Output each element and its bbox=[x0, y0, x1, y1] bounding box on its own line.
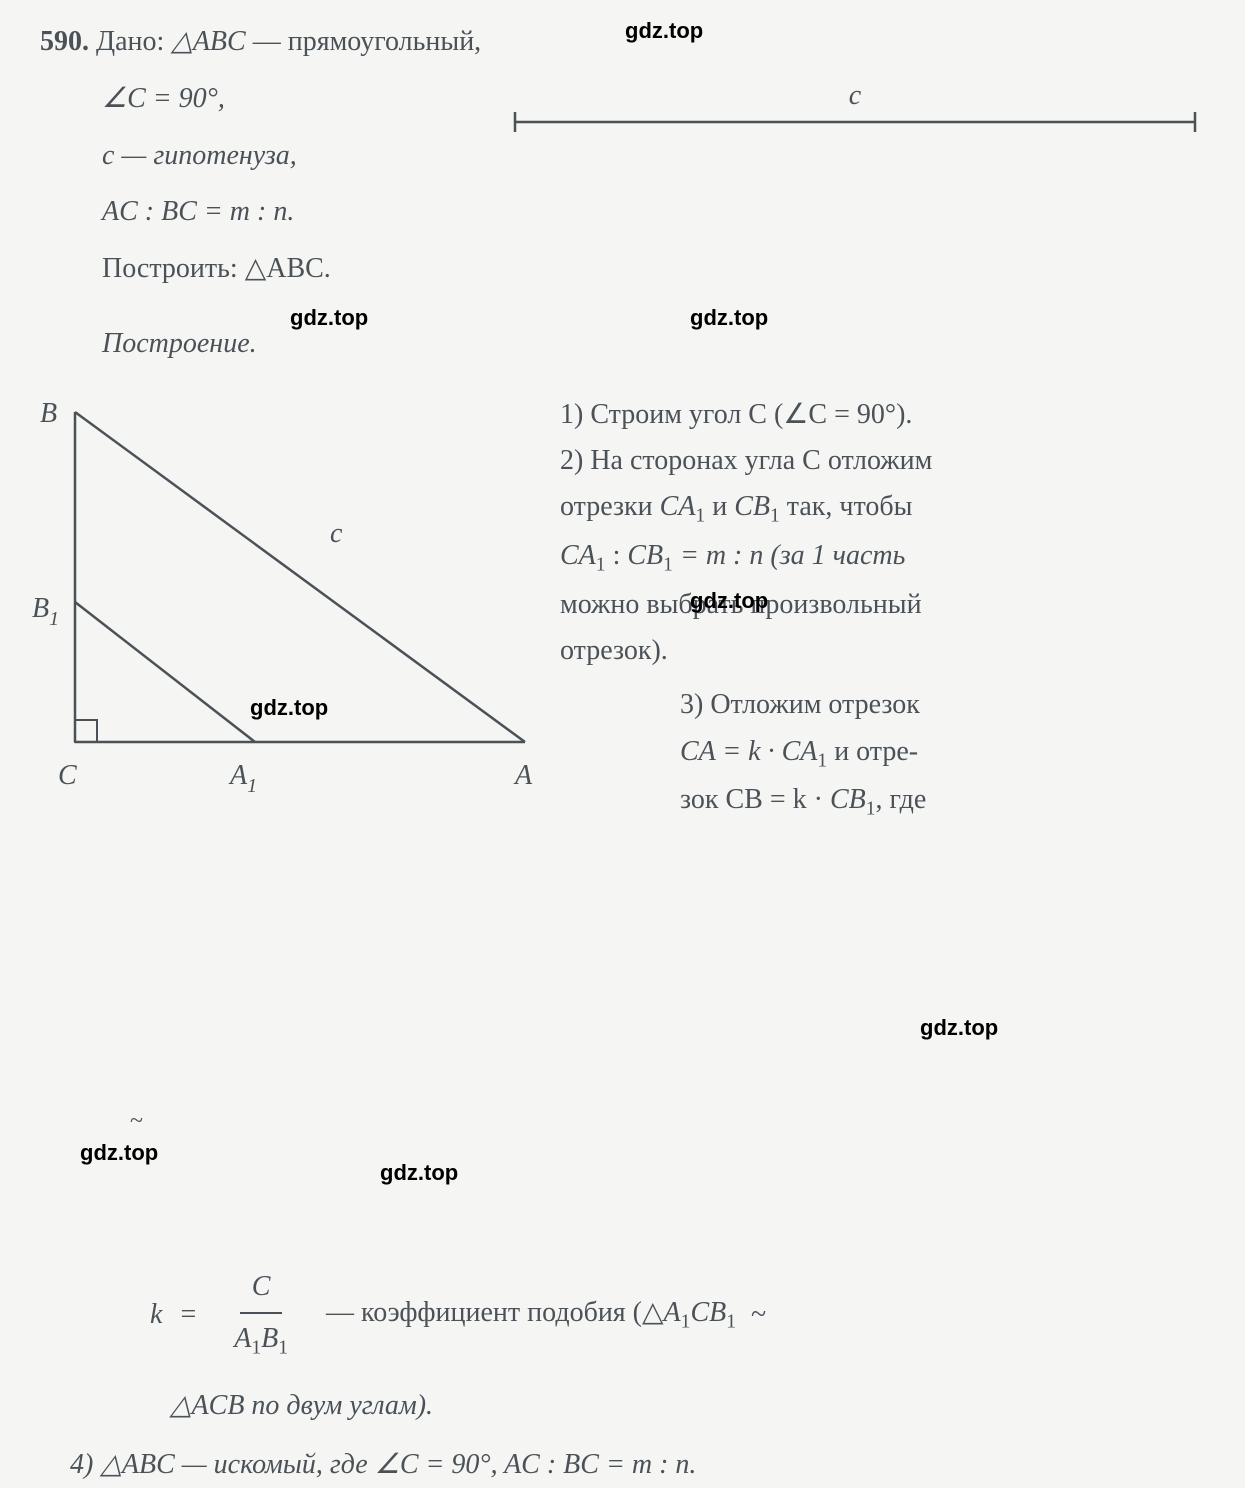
main-content: B B1 C A1 A c 1) Строим угол C (∠C = 90°… bbox=[40, 392, 1205, 827]
step2-l2: отрезки CA1 и CB1 так, чтобы bbox=[560, 484, 1205, 533]
watermark-8: gdz.top bbox=[380, 1160, 458, 1186]
frac-den: A1B1 bbox=[222, 1314, 300, 1363]
step2-l4: можно выбрать произвольный bbox=[560, 582, 1205, 628]
problem-header: 590. Дано: △ABC — прямоугольный, bbox=[40, 20, 1205, 65]
coefficient-line: k = C A1B1 — коэффициент подобия (△A1CB1… bbox=[150, 1266, 1205, 1363]
step1: 1) Строим угол C (∠C = 90°). bbox=[560, 392, 1205, 438]
label-B1: B1 bbox=[32, 593, 59, 630]
step2-l1: 2) На сторонах угла C отложим bbox=[560, 438, 1205, 484]
label-A: A bbox=[513, 760, 533, 791]
step3-text: 3) Отложим отрезок CA = k · CA1 и отре- … bbox=[680, 682, 1205, 826]
step3-l3: зок CB = k · CB1, где bbox=[680, 777, 1205, 826]
bottom-l1: △ACB по двум углам). bbox=[170, 1383, 1205, 1429]
label-B: B bbox=[40, 398, 57, 429]
k-var: k bbox=[150, 1294, 162, 1336]
bottom-l2: 4) △ABC — искомый, где ∠C = 90°, AC : BC… bbox=[70, 1442, 1205, 1488]
ratio-line: AC : BC = m : n. bbox=[102, 190, 1205, 235]
problem-number: 590. bbox=[40, 26, 89, 57]
watermark-7: gdz.top bbox=[80, 1140, 158, 1166]
frac-num: C bbox=[240, 1266, 283, 1314]
triangle-figure-icon: B B1 C A1 A c bbox=[20, 392, 550, 802]
bottom-text: △ACB по двум углам). 4) △ABC — искомый, … bbox=[70, 1383, 1205, 1487]
coef-text: — коэффициент подобия (△A1CB1 ~ bbox=[326, 1292, 766, 1337]
given-prefix: Дано: bbox=[96, 26, 164, 57]
triangle-abc: △ABC bbox=[171, 26, 245, 57]
label-C: C bbox=[58, 760, 77, 791]
step3-l2: CA = k · CA1 и отре- bbox=[680, 729, 1205, 778]
label-A1: A1 bbox=[228, 760, 257, 797]
watermark-6: gdz.top bbox=[920, 1015, 998, 1041]
step2-l5: отрезок). bbox=[560, 628, 1205, 674]
construction-heading: Построение. bbox=[102, 322, 1205, 367]
segment-line-icon bbox=[510, 107, 1200, 137]
construct-line: Построить: △ABC. bbox=[102, 247, 1205, 292]
eq-sign: = bbox=[180, 1294, 196, 1336]
step3-l1: 3) Отложим отрезок bbox=[680, 682, 1205, 728]
fraction: C A1B1 bbox=[222, 1266, 300, 1363]
given-desc: — прямоугольный, bbox=[253, 26, 481, 57]
steps-text: 1) Строим угол C (∠C = 90°). 2) На сторо… bbox=[560, 392, 1205, 675]
label-c-hyp: c bbox=[330, 518, 343, 549]
step2-l3: CA1 : CB1 = m : n (за 1 часть bbox=[560, 533, 1205, 582]
tilde-over-icon: ~ bbox=[130, 1108, 143, 1135]
segment-c-figure: c bbox=[510, 80, 1200, 142]
